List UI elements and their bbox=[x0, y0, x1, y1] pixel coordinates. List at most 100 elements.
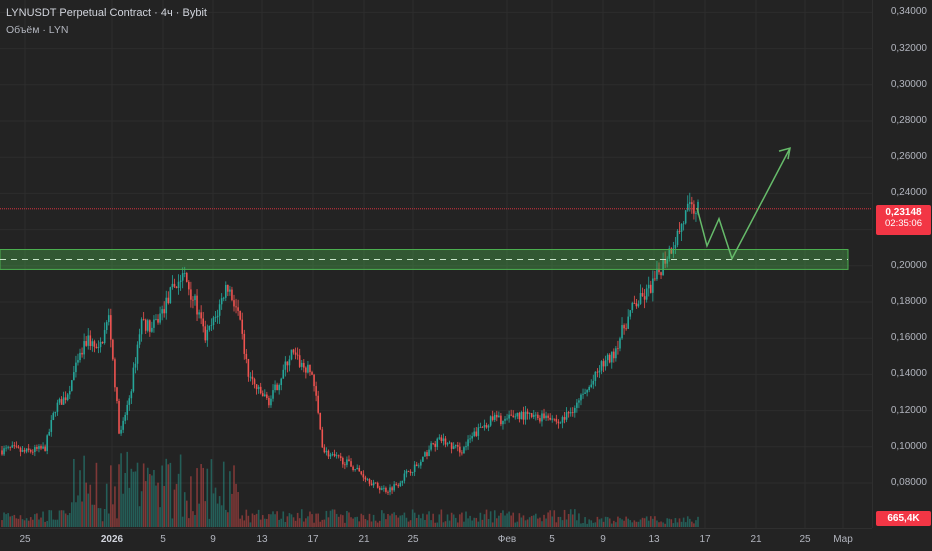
volume-legend[interactable]: Объём · LYN bbox=[6, 24, 69, 36]
candle-body bbox=[385, 487, 387, 492]
candle-body bbox=[639, 293, 642, 304]
volume-bar bbox=[79, 470, 81, 527]
candle-body bbox=[85, 341, 87, 346]
volume-bar bbox=[537, 518, 539, 527]
price-tick: 0,16000 bbox=[890, 332, 927, 344]
candle-body bbox=[415, 464, 418, 466]
volume-bar bbox=[101, 521, 104, 527]
volume-bar bbox=[13, 514, 16, 527]
volume-bar bbox=[309, 511, 311, 527]
candle-body bbox=[465, 446, 467, 448]
candle-body bbox=[79, 352, 81, 361]
volume-bar bbox=[157, 482, 159, 527]
candle-body bbox=[31, 451, 34, 453]
candle-body bbox=[331, 454, 334, 455]
candle-body bbox=[42, 446, 44, 449]
candle-body bbox=[610, 351, 613, 363]
volume-bar bbox=[112, 504, 114, 527]
candle-body bbox=[514, 416, 517, 418]
candle-body bbox=[146, 320, 149, 331]
candle-body bbox=[662, 259, 664, 276]
candle-body bbox=[185, 273, 188, 282]
candle-body bbox=[485, 425, 488, 428]
volume-bar bbox=[559, 516, 562, 527]
volume-bar bbox=[77, 495, 79, 527]
price-tick: 0,08000 bbox=[890, 477, 927, 488]
volume-bar bbox=[247, 515, 250, 527]
candle-body bbox=[309, 364, 311, 373]
candle-body bbox=[56, 402, 59, 412]
candle-body bbox=[682, 223, 685, 225]
volume-bar bbox=[60, 510, 63, 527]
volume-bar bbox=[364, 519, 367, 527]
volume-bar bbox=[366, 520, 369, 527]
volume-bar bbox=[582, 522, 584, 527]
candle-body bbox=[212, 317, 215, 326]
volume-bar bbox=[241, 515, 244, 527]
candle-body bbox=[532, 414, 535, 417]
volume-bar bbox=[214, 487, 217, 527]
candle-body bbox=[526, 411, 529, 414]
candle-body bbox=[288, 359, 291, 366]
volume-bar bbox=[134, 471, 137, 527]
candle-body bbox=[479, 427, 482, 428]
volume-bar bbox=[415, 517, 418, 527]
price-axis[interactable]: 0,34000 0,32000 0,30000 0,28000 0,26000 0,240… bbox=[872, 0, 932, 528]
candle-body bbox=[670, 248, 673, 254]
volume-bar bbox=[130, 468, 133, 527]
volume-bar bbox=[185, 500, 188, 527]
candle-body bbox=[142, 319, 145, 321]
volume-bar bbox=[633, 520, 636, 527]
candle-body bbox=[247, 359, 250, 377]
candle-body bbox=[364, 477, 367, 480]
time-tick: 9 bbox=[210, 534, 216, 545]
candle-body bbox=[192, 299, 194, 301]
candle-body bbox=[179, 280, 182, 282]
candle-body bbox=[477, 427, 480, 436]
candle-body bbox=[11, 445, 14, 448]
volume-bar bbox=[321, 519, 324, 527]
candle-body bbox=[645, 288, 648, 300]
candle-body bbox=[149, 320, 151, 332]
volume-bar bbox=[175, 483, 178, 527]
candle-body bbox=[530, 413, 533, 417]
volume-bar bbox=[639, 519, 642, 527]
candle-body bbox=[263, 394, 266, 397]
candle-body bbox=[438, 437, 441, 439]
candle-body bbox=[173, 283, 176, 287]
candle-body bbox=[430, 443, 432, 450]
candle-body bbox=[627, 316, 629, 329]
symbol-title[interactable]: LYNUSDT Perpetual Contract · 4ч · Bybit bbox=[6, 7, 207, 19]
candle-body bbox=[508, 414, 510, 419]
volume-bar bbox=[83, 455, 85, 527]
chart-area[interactable] bbox=[0, 0, 872, 528]
volume-bar bbox=[73, 458, 75, 527]
volume-bar bbox=[114, 486, 116, 527]
time-axis[interactable]: 25 2026 5 9 13 17 21 25 Фев 5 9 13 17 21 25 Мар bbox=[0, 528, 872, 551]
candle-body bbox=[633, 302, 636, 304]
candle-body bbox=[153, 319, 155, 328]
candle-body bbox=[518, 412, 521, 420]
volume-bar bbox=[606, 517, 609, 527]
candle-body bbox=[337, 455, 340, 457]
volume-bar bbox=[528, 517, 531, 527]
volume-bar bbox=[3, 512, 5, 527]
volume-bar bbox=[124, 472, 126, 527]
volume-bar bbox=[198, 503, 200, 527]
volume-bar bbox=[641, 517, 644, 527]
candle-body bbox=[292, 349, 295, 353]
volume-bar bbox=[430, 520, 432, 527]
volume-bar bbox=[253, 515, 256, 527]
candle-body bbox=[325, 450, 328, 453]
volume-bar bbox=[580, 523, 582, 527]
volume-bar bbox=[637, 521, 640, 527]
price-chart[interactable] bbox=[0, 0, 872, 528]
volume-bar bbox=[688, 518, 691, 527]
volume-bar bbox=[467, 518, 469, 527]
candle-body bbox=[214, 317, 217, 319]
candle-body bbox=[124, 414, 126, 421]
volume-bar bbox=[674, 518, 677, 527]
candle-body bbox=[424, 452, 426, 457]
candle-body bbox=[680, 224, 683, 232]
volume-bar bbox=[227, 512, 229, 527]
